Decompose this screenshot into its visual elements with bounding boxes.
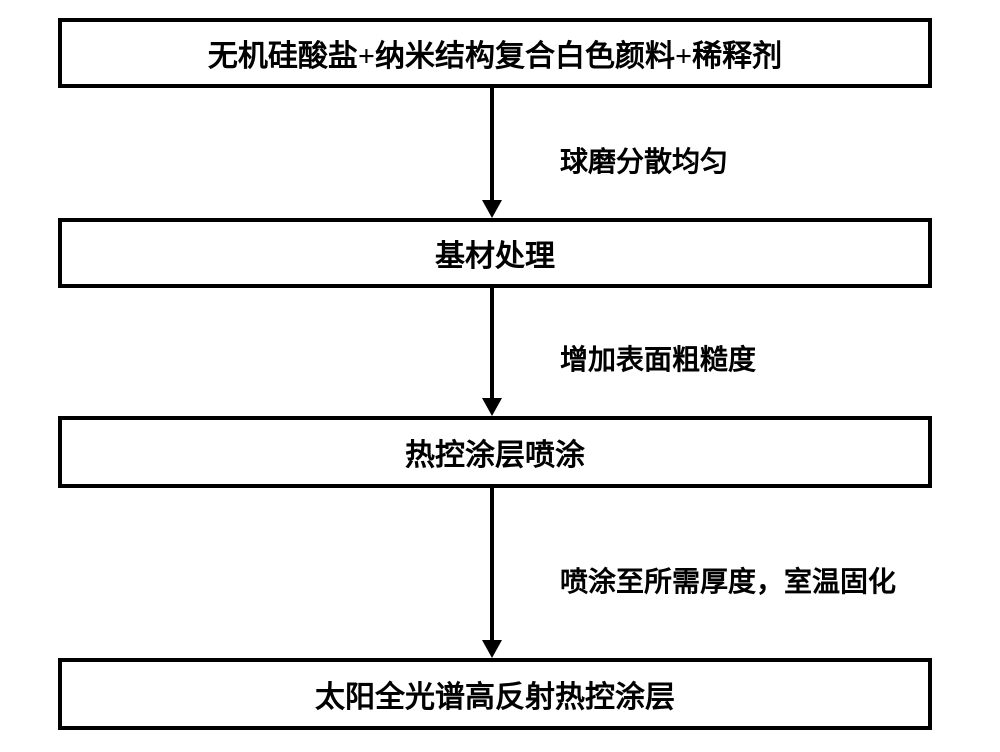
flow-node-label: 热控涂层喷涂 bbox=[405, 430, 585, 474]
flow-node-label: 无机硅酸盐+纳米结构复合白色颜料+稀释剂 bbox=[208, 31, 782, 75]
flowchart-canvas: 无机硅酸盐+纳米结构复合白色颜料+稀释剂 球磨分散均匀 基材处理 增加表面粗糙度… bbox=[0, 0, 1000, 752]
flow-node-label: 太阳全光谱高反射热控涂层 bbox=[315, 672, 675, 716]
flow-arrow-line bbox=[490, 288, 494, 398]
flow-arrow-head bbox=[482, 200, 502, 218]
flow-edge-label-ballmill: 球磨分散均匀 bbox=[560, 140, 728, 180]
flow-node-label: 基材处理 bbox=[435, 231, 555, 275]
flow-node-substrate: 基材处理 bbox=[58, 218, 932, 288]
flow-edge-label-cure: 喷涂至所需厚度，室温固化 bbox=[560, 560, 896, 600]
flow-arrow-head bbox=[482, 398, 502, 416]
flow-arrow-line bbox=[490, 488, 494, 640]
flow-arrow-line bbox=[490, 88, 494, 200]
flow-node-materials: 无机硅酸盐+纳米结构复合白色颜料+稀释剂 bbox=[58, 18, 932, 88]
flow-edge-label-roughness: 增加表面粗糙度 bbox=[560, 338, 756, 378]
flow-node-spray: 热控涂层喷涂 bbox=[58, 416, 932, 488]
flow-arrow-head bbox=[482, 640, 502, 658]
flow-node-coating: 太阳全光谱高反射热控涂层 bbox=[58, 658, 932, 730]
